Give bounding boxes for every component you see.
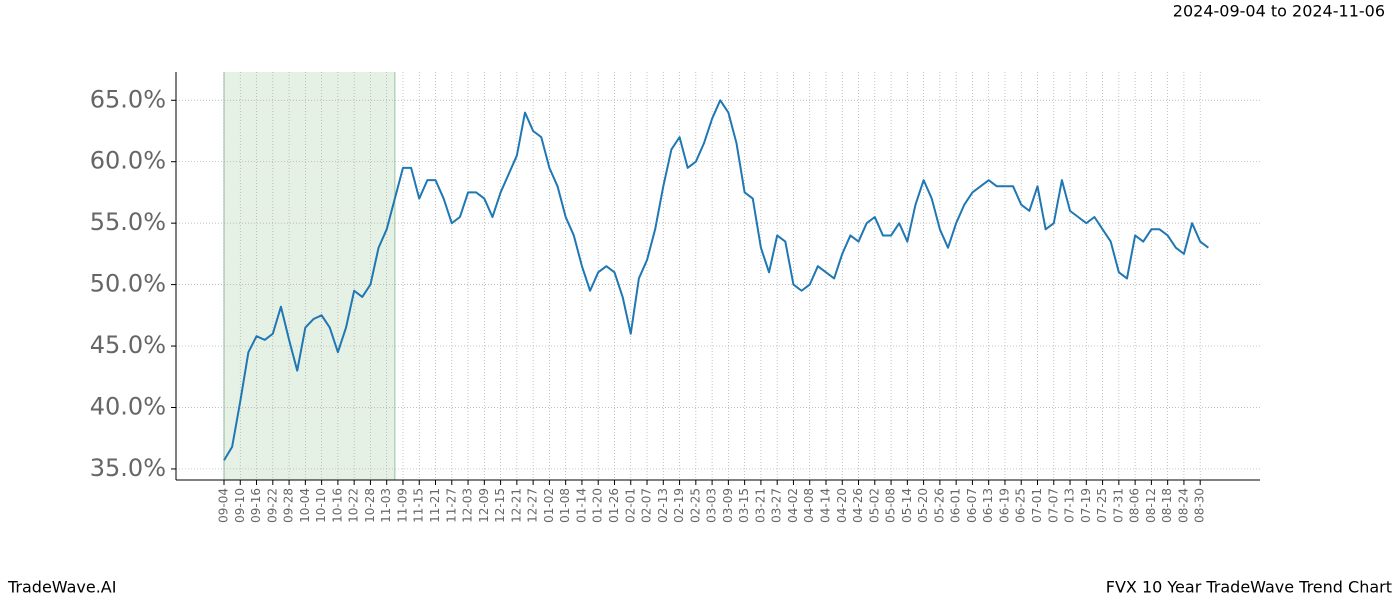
x-tick-label: 12-09 xyxy=(477,488,491,523)
x-tick-label: 07-07 xyxy=(1046,488,1060,523)
x-tick-label: 01-08 xyxy=(558,488,572,523)
x-tick-label: 04-26 xyxy=(851,488,865,523)
x-tick-label: 02-01 xyxy=(623,488,637,523)
x-tick-label: 05-08 xyxy=(884,488,898,523)
y-tick-label: 65.0% xyxy=(90,85,166,113)
x-tick-label: 11-03 xyxy=(379,488,393,523)
x-tick-label: 04-20 xyxy=(835,488,849,523)
y-tick-label: 45.0% xyxy=(90,331,166,359)
x-tick-label: 06-25 xyxy=(1014,488,1028,523)
x-tick-label: 10-04 xyxy=(298,488,312,523)
x-tick-label: 10-10 xyxy=(314,488,328,523)
x-tick-label: 11-09 xyxy=(395,488,409,523)
x-tick-label: 08-12 xyxy=(1144,488,1158,523)
x-tick-label: 05-02 xyxy=(867,488,881,523)
x-tick-label: 12-03 xyxy=(461,488,475,523)
x-tick-label: 07-01 xyxy=(1030,488,1044,523)
x-tick-label: 09-16 xyxy=(249,488,263,523)
x-tick-label: 10-28 xyxy=(363,488,377,523)
x-tick-label: 07-31 xyxy=(1111,488,1125,523)
x-tick-label: 07-19 xyxy=(1079,488,1093,523)
x-tick-label: 09-04 xyxy=(217,488,231,523)
y-tick-label: 40.0% xyxy=(90,392,166,420)
x-tick-label: 10-16 xyxy=(330,488,344,523)
x-tick-label: 05-14 xyxy=(900,488,914,523)
x-tick-label: 10-22 xyxy=(347,488,361,523)
x-tick-label: 02-19 xyxy=(672,488,686,523)
x-tick-label: 04-08 xyxy=(802,488,816,523)
brand: TradeWave.AI xyxy=(7,578,116,597)
x-tick-label: 01-26 xyxy=(607,488,621,523)
x-tick-label: 02-13 xyxy=(656,488,670,523)
x-tick-label: 07-25 xyxy=(1095,488,1109,523)
x-tick-label: 12-21 xyxy=(509,488,523,523)
x-tick-label: 08-24 xyxy=(1176,488,1190,523)
x-tick-label: 08-18 xyxy=(1160,488,1174,523)
x-tick-label: 07-13 xyxy=(1063,488,1077,523)
y-tick-label: 55.0% xyxy=(90,208,166,236)
x-tick-label: 05-26 xyxy=(932,488,946,523)
highlight-band xyxy=(224,72,395,480)
x-tick-label: 12-15 xyxy=(493,488,507,523)
y-tick-label: 60.0% xyxy=(90,147,166,175)
x-tick-label: 03-09 xyxy=(721,488,735,523)
x-tick-label: 06-19 xyxy=(997,488,1011,523)
x-tick-label: 03-21 xyxy=(753,488,767,523)
x-tick-label: 03-27 xyxy=(770,488,784,523)
x-tick-label: 01-20 xyxy=(591,488,605,523)
chart-name: FVX 10 Year TradeWave Trend Chart xyxy=(1106,578,1392,597)
trend-line xyxy=(223,99,1209,461)
x-tick-label: 11-21 xyxy=(428,488,442,523)
x-tick-label: 01-02 xyxy=(542,488,556,523)
x-tick-label: 01-14 xyxy=(574,488,588,523)
x-tick-label: 03-03 xyxy=(705,488,719,523)
x-tick-label: 04-02 xyxy=(786,488,800,523)
y-tick-label: 50.0% xyxy=(90,270,166,298)
x-tick-label: 02-25 xyxy=(688,488,702,523)
x-tick-label: 05-20 xyxy=(916,488,930,523)
x-tick-label: 06-07 xyxy=(965,488,979,523)
x-tick-label: 08-06 xyxy=(1128,488,1142,523)
y-tick-label: 35.0% xyxy=(90,454,166,482)
x-tick-label: 09-10 xyxy=(233,488,247,523)
x-tick-label: 06-13 xyxy=(981,488,995,523)
x-tick-label: 06-01 xyxy=(949,488,963,523)
x-tick-label: 12-27 xyxy=(526,488,540,523)
x-tick-label: 11-27 xyxy=(444,488,458,523)
x-tick-label: 03-15 xyxy=(737,488,751,523)
x-tick-label: 02-07 xyxy=(640,488,654,523)
x-tick-label: 04-14 xyxy=(818,488,832,523)
x-tick-label: 11-15 xyxy=(412,488,426,523)
date-range: 2024-09-04 to 2024-11-06 xyxy=(1173,2,1385,21)
x-tick-label: 08-30 xyxy=(1193,488,1207,523)
x-tick-label: 09-22 xyxy=(265,488,279,523)
x-tick-label: 09-28 xyxy=(282,488,296,523)
